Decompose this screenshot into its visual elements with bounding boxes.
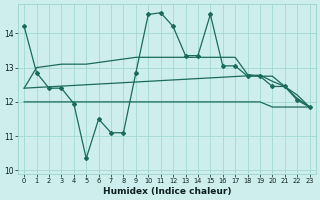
X-axis label: Humidex (Indice chaleur): Humidex (Indice chaleur) xyxy=(103,187,231,196)
